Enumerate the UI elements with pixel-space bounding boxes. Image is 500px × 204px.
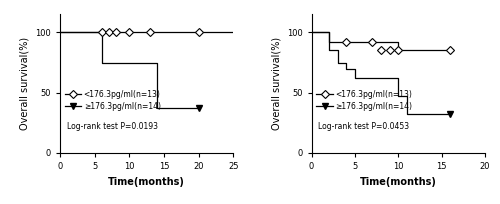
- X-axis label: Time(months): Time(months): [108, 177, 185, 187]
- Text: Log-rank test P=0.0453: Log-rank test P=0.0453: [318, 122, 410, 132]
- Y-axis label: Overall survival(%): Overall survival(%): [271, 37, 281, 130]
- Legend: <176.3pg/ml(n=13), ≥176.3pg/ml(n=14): <176.3pg/ml(n=13), ≥176.3pg/ml(n=14): [316, 89, 413, 112]
- Text: Log-rank test P=0.0193: Log-rank test P=0.0193: [67, 122, 158, 132]
- Y-axis label: Overall survival(%): Overall survival(%): [20, 37, 30, 130]
- Legend: <176.3pg/ml(n=13), ≥176.3pg/ml(n=14): <176.3pg/ml(n=13), ≥176.3pg/ml(n=14): [64, 89, 162, 112]
- X-axis label: Time(months): Time(months): [360, 177, 436, 187]
